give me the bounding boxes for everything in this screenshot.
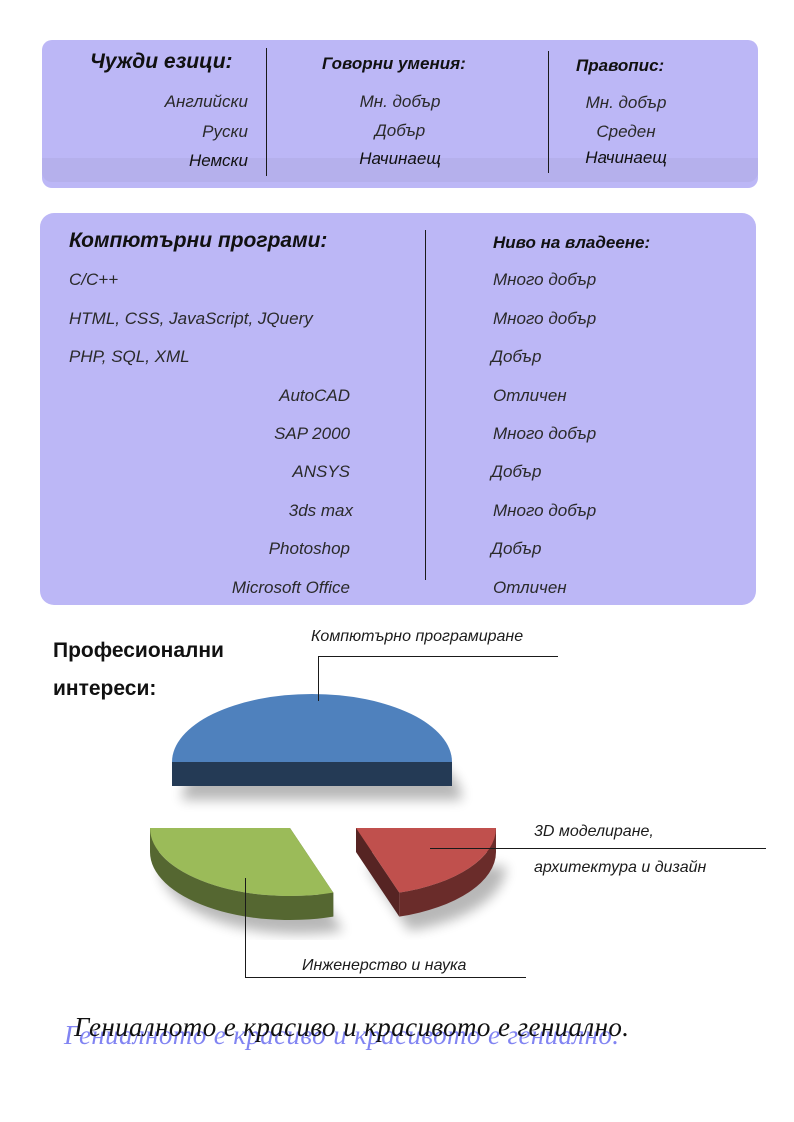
leader-line <box>318 656 558 657</box>
interests-title-line: интереси: <box>53 677 157 700</box>
pie-label-programming: Компютърно програмиране <box>311 628 524 645</box>
language-name: Английски <box>164 92 248 111</box>
motto-text: Гениалното е красиво и красивото е гениа… <box>74 1012 630 1042</box>
pie-slice-wall <box>312 762 452 786</box>
level-title: Ниво на владеене: <box>493 233 651 252</box>
leader-line <box>430 848 766 849</box>
interests-title-line: Професионални <box>53 639 224 662</box>
pie-label-modeling: 3D моделиране, <box>534 823 654 840</box>
software-level: Много добър <box>493 501 597 520</box>
writing-title: Правопис: <box>576 56 665 75</box>
software-level: Добър <box>491 539 542 558</box>
software-name: HTML, CSS, JavaScript, JQuery <box>69 309 313 328</box>
panel-shade <box>42 158 758 182</box>
pie-slice-rim <box>150 828 334 920</box>
writing-level: Начинаещ <box>585 148 667 167</box>
software-title: Компютърни програми: <box>69 229 328 252</box>
software-level: Добър <box>491 462 542 481</box>
pie-label-engineering: Инженерство и наука <box>302 957 467 974</box>
software-level: Много добър <box>493 309 597 328</box>
software-name: SAP 2000 <box>274 424 350 443</box>
interests-title: Професионални интереси: <box>53 632 224 708</box>
leader-line <box>245 977 526 978</box>
pie-slice <box>150 828 334 896</box>
pie-slice-rim <box>399 828 496 917</box>
software-name: Microsoft Office <box>231 578 350 597</box>
motto-shadow: Гениалното е красиво и красивото е гениа… <box>64 1020 620 1050</box>
column-divider <box>548 51 549 173</box>
software-name: ANSYS <box>292 462 350 481</box>
languages-title: Чужди езици: <box>90 50 233 73</box>
speaking-level: Мн. добър <box>359 92 441 111</box>
software-level: Много добър <box>493 270 597 289</box>
language-name: Руски <box>202 122 248 141</box>
motto: Гениалното е красиво и красивото е гениа… <box>60 1012 770 1062</box>
leader-line <box>318 656 319 701</box>
software-name: AutoCAD <box>279 386 350 405</box>
software-name: 3ds max <box>288 501 353 520</box>
speaking-level: Добър <box>374 121 426 140</box>
pie-slice-wall <box>172 762 312 786</box>
software-panel <box>40 213 756 605</box>
language-name: Немски <box>189 151 248 170</box>
software-level: Отличен <box>493 578 567 597</box>
pie-slice <box>172 694 452 762</box>
software-level: Добър <box>491 347 542 366</box>
column-divider <box>266 48 267 176</box>
pie-slice-wall <box>356 828 400 917</box>
software-name: Photoshop <box>268 539 350 558</box>
software-name: C/C++ <box>69 270 119 289</box>
writing-level: Среден <box>596 122 656 141</box>
interests-pie-chart <box>150 694 506 934</box>
software-level: Отличен <box>493 386 567 405</box>
speaking-title: Говорни умения: <box>322 54 466 73</box>
pie-slice <box>356 828 496 893</box>
leader-line <box>245 878 246 978</box>
speaking-level: Начинаещ <box>359 149 441 168</box>
languages-panel <box>42 40 758 188</box>
writing-level: Мн. добър <box>585 93 667 112</box>
software-level: Много добър <box>493 424 597 443</box>
column-divider <box>425 230 426 580</box>
software-name: PHP, SQL, XML <box>69 347 190 366</box>
pie-label-modeling: архитектура и дизайн <box>534 859 707 876</box>
